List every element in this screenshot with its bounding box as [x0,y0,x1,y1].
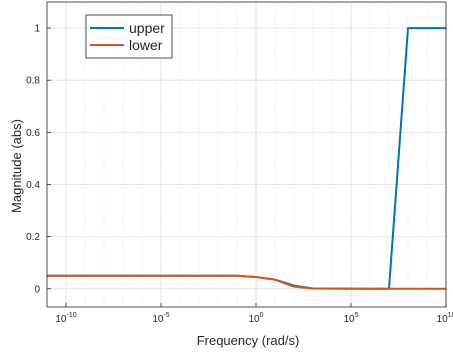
series-layer [47,27,446,290]
legend-label-lower: lower [129,37,163,53]
x-tick-label: 10-10 [55,312,76,325]
y-tick-label: 0.6 [26,128,40,139]
x-axis-label: Frequency (rad/s) [197,333,300,348]
plot-border [46,1,447,308]
y-tick-label: 1 [34,24,40,35]
y-tick-label: 0.4 [26,180,40,191]
series-line-lower [47,274,446,290]
y-tick-label: 0.2 [26,232,40,243]
legend-box [85,14,173,59]
x-tick-label: 10-5 [152,312,169,325]
y-tick-label: 0 [34,284,40,295]
y-axis-label: Magnitude (abs) [9,119,24,213]
y-axis-ticks: 0 0.2 0.4 0.6 0.8 1 [26,24,51,295]
x-tick-label: 100 [248,312,263,325]
x-tick-label: 105 [343,312,358,325]
legend-label-upper: upper [129,20,165,36]
y-tick-label: 0.8 [26,76,40,87]
